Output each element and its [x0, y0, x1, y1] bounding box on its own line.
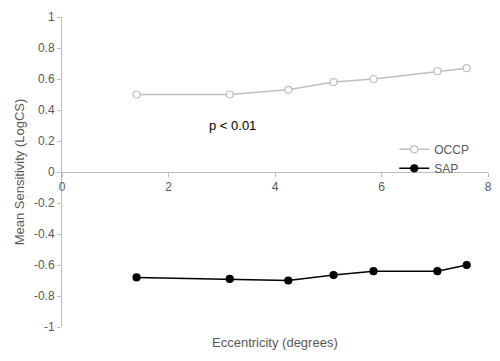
- svg-text:6: 6: [378, 180, 385, 194]
- svg-text:1: 1: [48, 10, 55, 24]
- svg-text:8: 8: [485, 180, 492, 194]
- svg-text:-0.4: -0.4: [34, 227, 55, 241]
- svg-text:-0.6: -0.6: [34, 258, 55, 272]
- svg-text:0.6: 0.6: [38, 72, 55, 86]
- svg-text:SAP: SAP: [434, 162, 458, 176]
- svg-text:0: 0: [48, 165, 55, 179]
- svg-text:0.8: 0.8: [38, 41, 55, 55]
- svg-text:0.2: 0.2: [38, 134, 55, 148]
- svg-text:-0.8: -0.8: [34, 289, 55, 303]
- svg-text:0.4: 0.4: [38, 103, 55, 117]
- svg-text:Eccentricity (degrees): Eccentricity (degrees): [212, 335, 338, 350]
- svg-text:-1: -1: [44, 320, 55, 334]
- svg-text:0: 0: [59, 180, 66, 194]
- svg-text:Mean Sensitivity (LogCS): Mean Sensitivity (LogCS): [12, 99, 27, 246]
- svg-text:-0.2: -0.2: [34, 196, 55, 210]
- svg-text:p < 0.01: p < 0.01: [209, 118, 256, 133]
- svg-text:2: 2: [165, 180, 172, 194]
- svg-text:OCCP: OCCP: [434, 143, 469, 157]
- svg-text:4: 4: [272, 180, 279, 194]
